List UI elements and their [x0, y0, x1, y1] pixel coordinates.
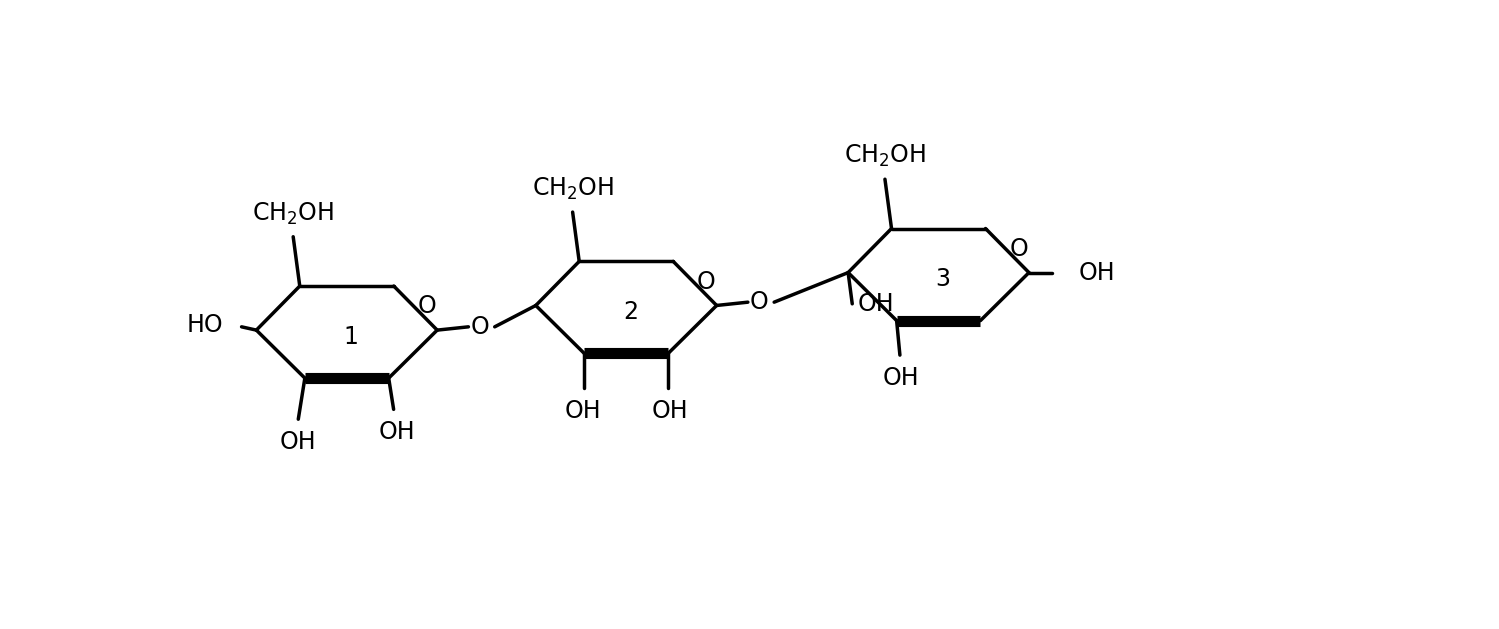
Text: OH: OH — [379, 420, 415, 443]
Text: 3: 3 — [935, 267, 950, 291]
Text: OH: OH — [857, 292, 895, 316]
Text: 2: 2 — [622, 300, 639, 324]
Text: O: O — [697, 270, 715, 294]
Text: OH: OH — [652, 399, 688, 423]
Text: OH: OH — [280, 430, 316, 454]
Text: CH$_2$OH: CH$_2$OH — [532, 176, 613, 203]
Text: HO: HO — [187, 313, 223, 337]
Text: O: O — [1009, 237, 1028, 261]
Text: OH: OH — [1078, 260, 1115, 284]
Text: O: O — [750, 290, 769, 314]
Text: O: O — [471, 315, 489, 339]
Text: 1: 1 — [343, 325, 358, 348]
Text: O: O — [418, 294, 436, 318]
Text: OH: OH — [564, 399, 601, 423]
Text: OH: OH — [883, 366, 919, 390]
Text: CH$_2$OH: CH$_2$OH — [252, 201, 334, 227]
Text: CH$_2$OH: CH$_2$OH — [844, 143, 926, 169]
